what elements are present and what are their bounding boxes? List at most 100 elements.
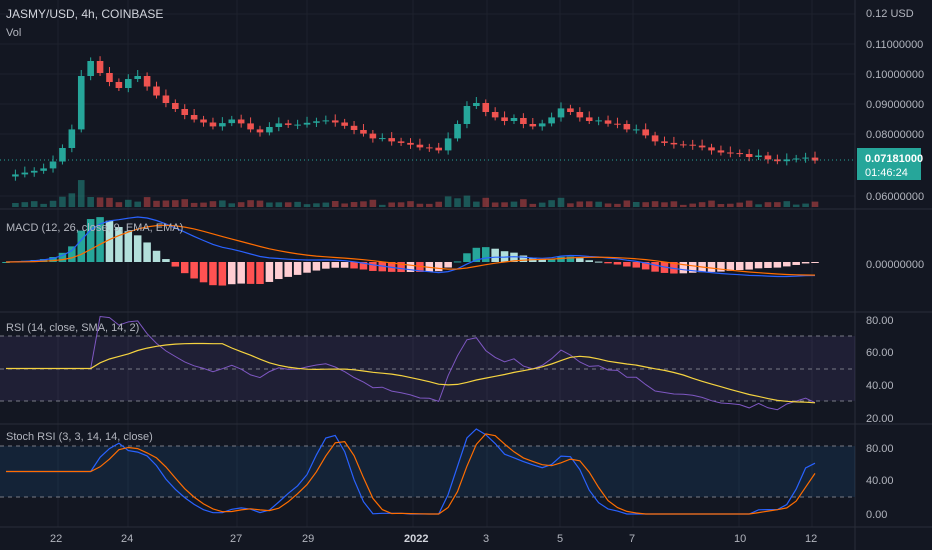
macd-histogram-bar bbox=[359, 262, 368, 270]
volume-bar bbox=[275, 202, 283, 207]
time-axis: 22 24 27 29 2022 3 5 7 10 12 bbox=[50, 533, 817, 545]
macd-histogram-bar bbox=[265, 262, 274, 282]
volume-bar bbox=[802, 203, 809, 207]
volume-bar bbox=[237, 202, 245, 207]
volume-bar bbox=[388, 202, 395, 207]
current-price-badge bbox=[857, 148, 921, 180]
volume-bar bbox=[745, 200, 753, 207]
macd-histogram-bar bbox=[632, 262, 641, 268]
macd-histogram-bar bbox=[209, 262, 217, 286]
candle-body bbox=[341, 122, 348, 126]
volume-bar bbox=[219, 200, 226, 207]
volume-bar bbox=[313, 203, 320, 207]
candle-body bbox=[331, 120, 339, 123]
volume-bar bbox=[190, 202, 198, 207]
volume-bar bbox=[736, 202, 744, 207]
candle-body bbox=[322, 120, 330, 122]
candle-countdown: 01:46:24 bbox=[865, 167, 908, 179]
macd-histogram-bar bbox=[510, 252, 518, 262]
candle-body bbox=[369, 133, 377, 139]
macd-histogram-bar bbox=[604, 262, 612, 264]
macd-histogram-bar bbox=[792, 262, 800, 265]
candle-body bbox=[237, 119, 245, 124]
macd-histogram-bar bbox=[679, 262, 688, 274]
candle-body bbox=[256, 129, 264, 133]
volume-bar bbox=[266, 202, 273, 207]
volume-bar bbox=[209, 201, 217, 207]
rsi-ma-line bbox=[6, 342, 816, 404]
candle-body bbox=[397, 141, 405, 143]
volume-bar bbox=[143, 197, 151, 207]
volume-bar bbox=[68, 193, 76, 207]
macd-histogram-bar bbox=[180, 262, 189, 274]
macd-histogram-bar bbox=[726, 262, 735, 271]
candle-body bbox=[313, 121, 320, 123]
price-axis-label: 0.10000000 bbox=[866, 69, 924, 81]
macd-histogram-bar bbox=[152, 250, 161, 262]
candle-body bbox=[435, 147, 443, 151]
volume-bar bbox=[96, 197, 104, 207]
volume-bar bbox=[538, 202, 546, 207]
volume-bar bbox=[632, 202, 640, 207]
candle-body bbox=[463, 106, 471, 124]
candle-body bbox=[416, 144, 424, 148]
volume-bars bbox=[12, 180, 819, 207]
candle-body bbox=[96, 61, 104, 73]
volume-bar bbox=[331, 201, 339, 207]
candle-body bbox=[59, 148, 66, 162]
candle-body bbox=[717, 150, 725, 153]
candle-body bbox=[623, 124, 631, 130]
volume-bar bbox=[360, 201, 367, 207]
candle-body bbox=[538, 123, 546, 127]
time-label: 3 bbox=[483, 533, 489, 545]
volume-bar bbox=[40, 203, 47, 207]
candle-body bbox=[661, 141, 668, 143]
candle-body bbox=[181, 109, 189, 115]
candle-body bbox=[172, 103, 179, 109]
candle-body bbox=[642, 129, 649, 136]
macd-histogram-bar bbox=[105, 220, 114, 262]
stoch-levels bbox=[0, 445, 855, 498]
volume-bar bbox=[774, 202, 781, 207]
price-candles bbox=[12, 56, 819, 181]
volume-bar bbox=[491, 202, 499, 207]
volume-bar bbox=[134, 201, 141, 207]
volume-bar bbox=[576, 201, 584, 207]
stoch-band bbox=[0, 446, 855, 497]
macd-histogram-bar bbox=[256, 262, 264, 284]
stoch-d-line bbox=[6, 433, 816, 515]
time-label-year: 2022 bbox=[404, 533, 428, 545]
macd-histogram-bar bbox=[246, 262, 255, 284]
volume-bar bbox=[698, 202, 706, 207]
volume-bar bbox=[369, 199, 377, 207]
macd-histogram-bar bbox=[707, 262, 716, 272]
volume-bar bbox=[717, 204, 725, 207]
volume-bar bbox=[294, 201, 301, 207]
macd-histogram-bar bbox=[133, 235, 142, 262]
volume-bar bbox=[510, 201, 518, 207]
volume-bar bbox=[106, 197, 113, 207]
candle-body bbox=[727, 152, 734, 154]
macd-histogram-bar bbox=[735, 262, 744, 271]
macd-histogram-bar bbox=[293, 262, 302, 275]
volume-bar bbox=[341, 203, 348, 207]
candle-body bbox=[407, 142, 414, 145]
candle-body bbox=[87, 61, 94, 76]
candle-body bbox=[510, 118, 518, 121]
time-label: 27 bbox=[230, 533, 242, 545]
macd-histogram-bar bbox=[406, 262, 415, 272]
volume-bar bbox=[614, 203, 621, 207]
macd-histogram-bar bbox=[378, 262, 387, 272]
volume-bar bbox=[529, 203, 537, 207]
candle-body bbox=[115, 82, 123, 88]
candle-body bbox=[68, 129, 76, 148]
macd-histogram-bar bbox=[322, 262, 330, 269]
candle-body bbox=[294, 124, 301, 126]
candle-body bbox=[680, 144, 687, 146]
candle-body bbox=[200, 119, 207, 123]
volume-bar bbox=[727, 203, 734, 207]
candle-body bbox=[143, 76, 151, 87]
volume-bar bbox=[21, 202, 29, 207]
